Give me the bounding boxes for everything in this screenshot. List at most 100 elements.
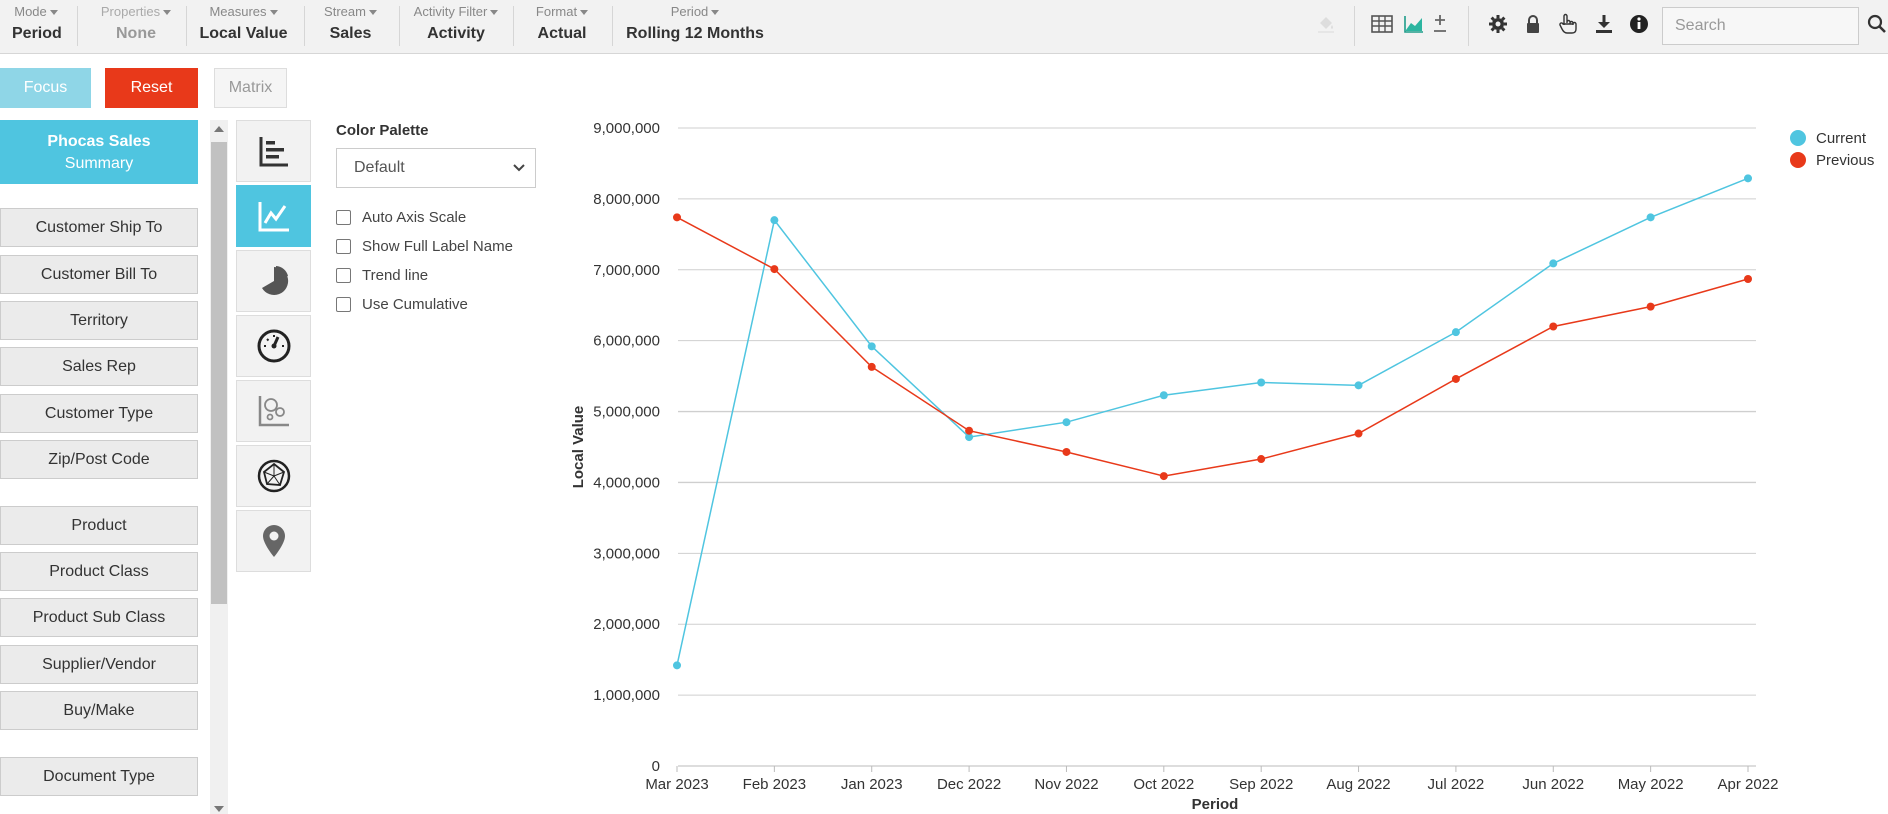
legend-item-current[interactable]: Current: [1790, 128, 1866, 148]
radar-chart-type-button[interactable]: [236, 445, 311, 507]
mode-value: Period: [12, 25, 62, 42]
data-point-current: [770, 216, 779, 225]
checkbox-box[interactable]: [336, 209, 351, 225]
bubble-chart-icon: [258, 396, 289, 427]
chart-view-icon[interactable]: [1400, 10, 1428, 38]
search-icon[interactable]: [1866, 10, 1888, 38]
chevron-down-icon: [513, 164, 525, 172]
focus-button[interactable]: Focus: [0, 68, 91, 108]
lock-icon[interactable]: [1519, 10, 1547, 38]
divider: [399, 6, 400, 46]
checkbox-box[interactable]: [336, 296, 351, 312]
y-tick-label: 4,000,000: [593, 474, 660, 491]
divider: [77, 6, 78, 46]
sidebar-title[interactable]: Phocas Sales Summary: [0, 120, 198, 184]
scrollbar-thumb[interactable]: [211, 142, 227, 604]
divider: [1468, 6, 1469, 46]
dimension-customer-ship-to[interactable]: Customer Ship To: [0, 208, 198, 247]
color-palette-select[interactable]: Default: [336, 148, 536, 188]
gauge-chart-type-button[interactable]: [236, 315, 311, 377]
data-point-current: [867, 342, 876, 351]
dimension-product[interactable]: Product: [0, 506, 198, 545]
y-tick-label: 7,000,000: [593, 262, 660, 279]
color-palette-value: Default: [354, 159, 405, 176]
gear-icon[interactable]: [1484, 10, 1512, 38]
dimension-territory[interactable]: Territory: [0, 301, 198, 340]
dimension-buy-make[interactable]: Buy/Make: [0, 691, 198, 730]
data-point-previous: [1257, 455, 1266, 464]
use-cumulative-checkbox[interactable]: Use Cumulative: [336, 294, 468, 314]
properties-value: None: [116, 25, 156, 42]
activity-filter-selector[interactable]: Activity Filter Activity: [411, 4, 501, 50]
paint-bucket-icon[interactable]: [1312, 10, 1340, 38]
scroll-down-icon[interactable]: [214, 806, 224, 812]
x-tick-label: May 2022: [1618, 776, 1684, 793]
table-view-icon[interactable]: [1368, 10, 1396, 38]
checkbox-box[interactable]: [336, 267, 351, 283]
search-input[interactable]: [1662, 7, 1859, 45]
pie-chart-type-button[interactable]: [236, 250, 311, 312]
dimension-zip-post-code[interactable]: Zip/Post Code: [0, 440, 198, 479]
line-chart-type-button[interactable]: [236, 185, 311, 247]
measures-selector[interactable]: Measures Local Value: [196, 4, 291, 50]
data-point-current: [1257, 378, 1266, 387]
period-label: Period: [670, 4, 709, 19]
data-point-current: [965, 433, 974, 442]
matrix-button[interactable]: Matrix: [214, 68, 287, 108]
show-full-label-name-checkbox[interactable]: Show Full Label Name: [336, 236, 513, 256]
info-icon[interactable]: [1625, 10, 1653, 38]
data-point-previous: [1451, 374, 1460, 383]
dimension-customer-type[interactable]: Customer Type: [0, 394, 198, 433]
trend-line-checkbox[interactable]: Trend line: [336, 265, 428, 285]
checkbox-label: Use Cumulative: [362, 295, 468, 313]
data-point-previous: [1549, 322, 1558, 331]
x-tick-label: Nov 2022: [1034, 776, 1098, 793]
scroll-up-icon[interactable]: [214, 126, 224, 132]
pointer-hand-icon[interactable]: [1554, 10, 1582, 38]
stream-selector[interactable]: Stream Sales: [318, 4, 383, 50]
x-tick-label: Mar 2023: [645, 776, 708, 793]
reset-button[interactable]: Reset: [105, 68, 198, 108]
data-point-previous: [1062, 447, 1071, 456]
sidebar-title-line2: Summary: [64, 155, 134, 172]
y-tick-label: 3,000,000: [593, 545, 660, 562]
format-selector[interactable]: Format Actual: [532, 4, 592, 50]
period-value: Rolling 12 Months: [626, 25, 764, 42]
series-line-previous: [676, 216, 1749, 477]
plus-minus-icon[interactable]: [1426, 10, 1454, 38]
dimension-document-type[interactable]: Document Type: [0, 757, 198, 796]
x-tick-label: Apr 2022: [1718, 776, 1779, 793]
dimension-customer-bill-to[interactable]: Customer Bill To: [0, 255, 198, 294]
caret-down-icon: [490, 10, 499, 16]
dimension-product-sub-class[interactable]: Product Sub Class: [0, 598, 198, 637]
checkbox-label: Show Full Label Name: [362, 237, 513, 255]
y-tick-label: 1,000,000: [593, 687, 660, 704]
mode-selector[interactable]: Mode Period: [12, 4, 62, 50]
auto-axis-scale-checkbox[interactable]: Auto Axis Scale: [336, 207, 466, 227]
bubble-chart-type-button[interactable]: [236, 380, 311, 442]
dimension-supplier-vendor[interactable]: Supplier/Vendor: [0, 645, 198, 684]
checkbox-box[interactable]: [336, 238, 351, 254]
period-selector[interactable]: Period Rolling 12 Months: [625, 4, 765, 50]
download-icon[interactable]: [1590, 10, 1618, 38]
map-chart-type-button[interactable]: [236, 510, 311, 572]
y-axis-title: Local Value: [570, 406, 587, 489]
dimension-product-class[interactable]: Product Class: [0, 552, 198, 591]
x-tick-label: Jun 2022: [1522, 776, 1584, 793]
x-tick-label: Jan 2023: [841, 776, 903, 793]
bar-chart-type-button[interactable]: [236, 120, 311, 182]
caret-down-icon: [711, 10, 720, 16]
dimension-sales-rep[interactable]: Sales Rep: [0, 347, 198, 386]
line-chart-icon: [258, 202, 289, 232]
data-point-current: [1062, 418, 1071, 427]
measures-value: Local Value: [199, 25, 288, 42]
map-pin-icon: [262, 525, 285, 557]
caret-down-icon: [368, 10, 377, 16]
properties-label: Properties: [100, 4, 161, 19]
format-value: Actual: [537, 25, 587, 42]
format-label: Format: [535, 4, 578, 19]
legend-item-previous[interactable]: Previous: [1790, 150, 1874, 170]
properties-selector[interactable]: Properties None: [96, 4, 176, 50]
color-palette-label: Color Palette: [336, 122, 429, 139]
data-point-previous: [673, 213, 681, 222]
